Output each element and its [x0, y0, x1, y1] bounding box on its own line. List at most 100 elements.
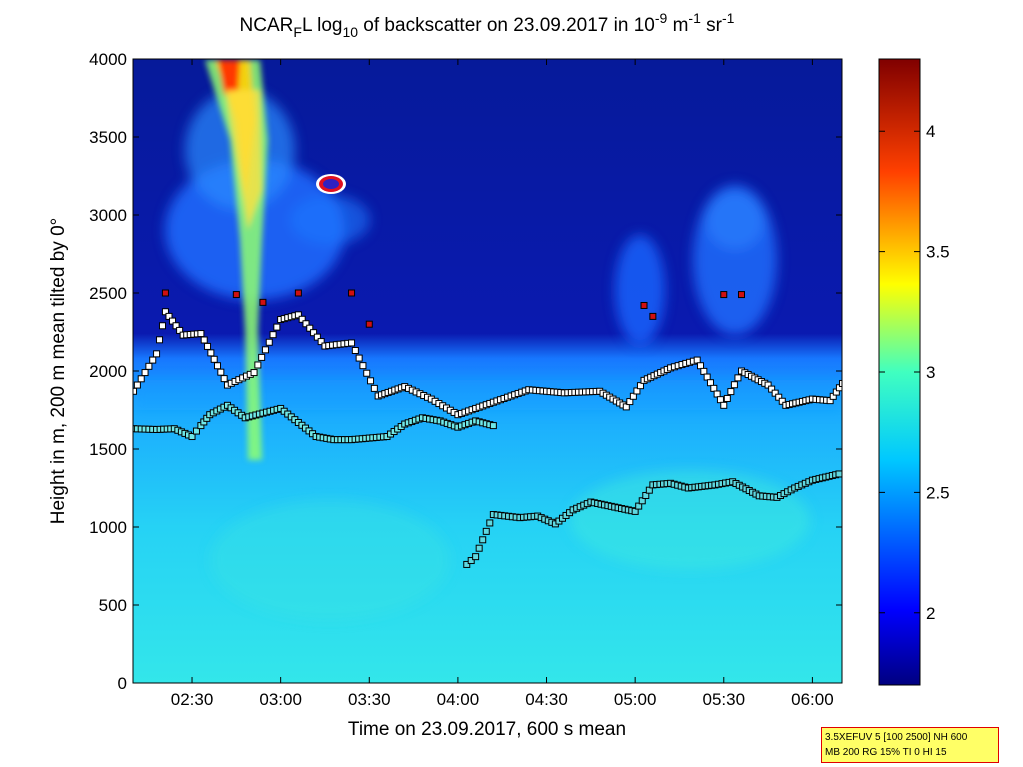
- layer-marker: [261, 346, 269, 354]
- heatmap-fallstreak: [205, 60, 268, 460]
- layer-markers: [133, 289, 842, 568]
- layer-marker: [317, 338, 325, 346]
- layer-marker: [153, 350, 161, 358]
- layer-marker: [633, 387, 641, 395]
- layer-marker: [214, 362, 222, 370]
- colorbar-axis: 2 2.5 3 3.5 4: [879, 122, 950, 623]
- layer-marker: [158, 322, 166, 330]
- layer-marker: [232, 291, 240, 299]
- layer-marker: [734, 374, 742, 382]
- layer-marker: [486, 519, 494, 527]
- layer-marker: [294, 289, 302, 297]
- x-axis-label: Time on 23.09.2017, 600 s mean: [348, 719, 626, 740]
- layer-marker: [200, 336, 208, 344]
- layer-marker: [649, 312, 657, 320]
- y-tick-label: 2000: [89, 362, 127, 381]
- y-tick-label: 3500: [89, 128, 127, 147]
- y-tick-label: 500: [99, 596, 127, 615]
- y-tick-label: 4000: [89, 50, 127, 69]
- layer-marker: [479, 536, 487, 544]
- heatmap-cloud-core: [316, 174, 346, 194]
- layer-marker: [204, 342, 212, 350]
- layer-marker: [629, 392, 637, 400]
- heatmap-area: [133, 59, 842, 683]
- y-axis-label: Height in m, 200 m mean tilted by 0°: [48, 218, 69, 524]
- layer-marker: [693, 356, 701, 364]
- layer-marker: [713, 390, 721, 398]
- layer-marker: [631, 507, 639, 515]
- x-tick-label: 03:30: [348, 690, 391, 709]
- layer-marker: [259, 298, 267, 306]
- y-axis: 0 500 1000 1500 2000 2500 3000 3500 4000: [89, 50, 842, 693]
- x-tick-label: 04:00: [437, 690, 480, 709]
- y-tick-label: 3000: [89, 206, 127, 225]
- y-tick-label: 1000: [89, 518, 127, 537]
- layer-marker: [482, 527, 490, 535]
- layer-marker: [351, 346, 359, 354]
- layer-marker: [192, 427, 200, 435]
- layer-marker: [697, 362, 705, 370]
- layer-marker: [636, 382, 644, 390]
- layer-marker: [176, 326, 184, 334]
- layer-marker: [703, 373, 711, 381]
- y-tick-label: 1500: [89, 440, 127, 459]
- layer-marker: [294, 311, 302, 319]
- layer-marker: [207, 349, 215, 357]
- x-tick-label: 02:30: [171, 690, 214, 709]
- layer-marker: [764, 381, 772, 389]
- layer-marker: [269, 331, 277, 339]
- layer-marker: [472, 553, 480, 561]
- x-tick-label: 04:30: [525, 690, 568, 709]
- layer-marker: [161, 289, 169, 297]
- layer-marker: [638, 497, 646, 505]
- colorbar: [878, 58, 921, 686]
- layer-marker: [137, 375, 145, 383]
- colorbar-tick-label: 3.5: [926, 243, 950, 262]
- info-line-2: MB 200 RG 15% TI 0 HI 15: [825, 747, 947, 758]
- chart-title: NCARFL log10 of backscatter on 23.09.201…: [240, 10, 735, 40]
- layer-marker: [298, 315, 306, 323]
- layer-marker: [489, 422, 497, 430]
- layer-marker: [778, 397, 786, 405]
- y-tick-label: 0: [118, 674, 127, 693]
- layer-marker: [254, 361, 262, 369]
- layer-marker: [258, 353, 266, 361]
- layer-marker: [467, 557, 475, 565]
- layer-marker: [706, 379, 714, 387]
- layer-marker: [359, 362, 367, 370]
- layer-marker: [700, 367, 708, 375]
- layer-marker: [348, 289, 356, 297]
- layer-marker: [640, 301, 648, 309]
- layer-marker: [365, 320, 373, 328]
- layer-marker: [273, 323, 281, 331]
- layer-marker: [642, 491, 650, 499]
- layer-marker: [172, 322, 180, 330]
- colorbar-tick-label: 4: [926, 122, 935, 141]
- colorbar-tick-label: 3: [926, 363, 935, 382]
- x-tick-label: 06:00: [791, 690, 834, 709]
- layer-marker: [197, 330, 205, 338]
- layer-marker: [188, 433, 196, 441]
- layer-marker: [313, 333, 321, 341]
- layer-marker: [771, 389, 779, 397]
- layer-marker: [370, 384, 378, 392]
- layer-marker: [156, 336, 164, 344]
- layer-marker: [169, 317, 177, 325]
- x-tick-label: 05:00: [614, 690, 657, 709]
- layer-marker: [710, 384, 718, 392]
- processing-info-box: 3.5XEFUV 5 [100 2500] NH 600 MB 200 RG 1…: [821, 727, 999, 763]
- layer-marker: [310, 329, 318, 337]
- layer-marker: [141, 369, 149, 377]
- layer-marker: [133, 387, 138, 395]
- layer-marker: [775, 393, 783, 401]
- layer-marker: [355, 354, 363, 362]
- layer-marker: [645, 486, 653, 494]
- layer-marker: [165, 312, 173, 320]
- layer-marker: [768, 385, 776, 393]
- layer-marker: [302, 320, 310, 328]
- layer-marker: [835, 470, 842, 478]
- layer-marker: [723, 394, 731, 402]
- colorbar-tick-label: 2.5: [926, 483, 950, 502]
- layer-marker: [145, 362, 153, 370]
- layer-marker: [475, 544, 483, 552]
